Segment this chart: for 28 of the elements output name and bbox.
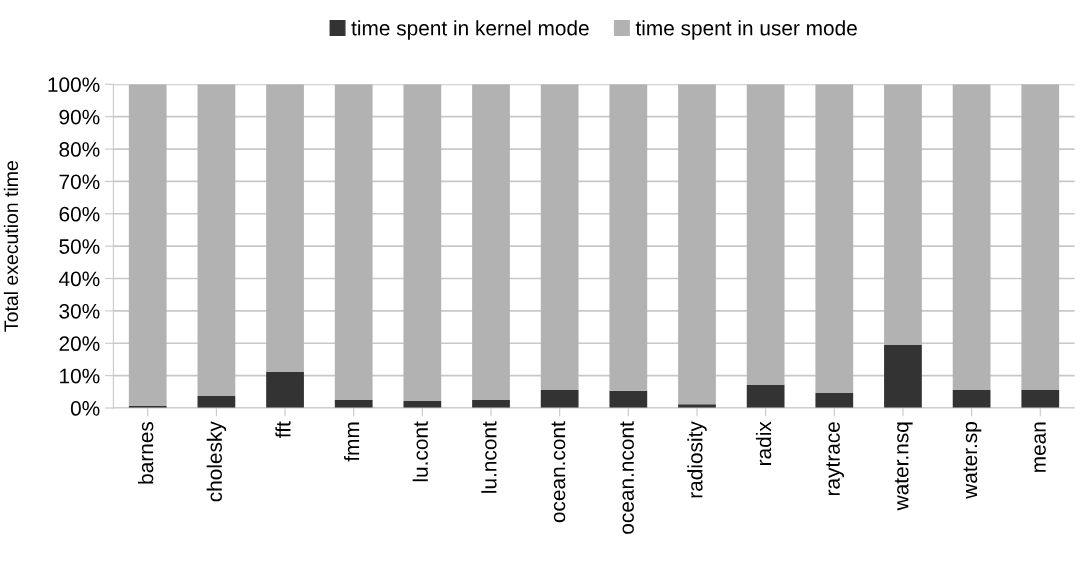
x-tick-label: radiosity: [687, 421, 707, 498]
x-tick-label: ocean.cont: [551, 421, 566, 523]
y-tick-label: 20%: [59, 336, 100, 352]
y-tick-label: 60%: [59, 206, 100, 222]
x-tick-label: fft: [275, 421, 291, 438]
x-tick-label: fmm: [344, 422, 360, 462]
y-tick-label: 80%: [59, 142, 100, 157]
y-tick-label: 70%: [59, 174, 100, 190]
y-tick-label: 30%: [59, 303, 100, 319]
x-tick-label: cholesky: [206, 421, 227, 502]
x-tick-label: water.nsq: [894, 422, 913, 511]
x-tick-label: barnes: [138, 421, 154, 484]
y-tick-label: 90%: [59, 109, 100, 125]
x-tick-label: water.sp: [963, 422, 982, 499]
x-tick-label: lu.cont: [412, 421, 428, 482]
y-tick-label: 40%: [58, 271, 100, 287]
y-tick-label: 50%: [59, 239, 100, 254]
y-tick-label: 100%: [48, 77, 100, 93]
x-tick-label: ocean.ncont: [620, 421, 634, 534]
legend-label: time spent in user mode: [635, 20, 857, 40]
legend-label: time spent in kernel mode: [351, 20, 589, 40]
y-tick-label: 0%: [70, 401, 100, 416]
x-tick-label: mean: [1034, 422, 1046, 472]
y-tick-label: 10%: [60, 368, 100, 384]
x-tick-label: raytrace: [826, 422, 845, 496]
x-tick-label: lu.ncont: [481, 421, 497, 493]
x-tick-label: radix: [755, 421, 772, 465]
y-axis-title: Total execution time: [3, 161, 19, 332]
